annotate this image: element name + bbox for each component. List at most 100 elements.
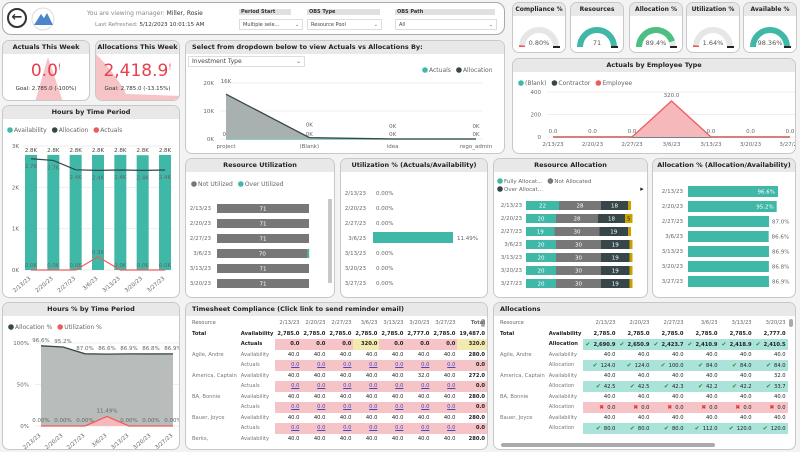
send-reminder-link[interactable]: 0.0: [421, 425, 430, 432]
bar-not-utilized: [217, 219, 309, 228]
cell-value[interactable]: 0.0: [275, 402, 302, 413]
x-tick-label: rego_admin: [460, 144, 493, 150]
cell-value[interactable]: 0.0: [353, 402, 380, 413]
resource-name: Bauer, Joyce: [192, 414, 225, 421]
cell-value: 0.0: [301, 339, 328, 350]
cell-value[interactable]: 0.0: [327, 381, 354, 392]
cell-value[interactable]: 0.0: [405, 402, 432, 413]
bar-allocation-pct: [688, 276, 769, 287]
cell-value: ✔ 42.2: [685, 381, 720, 392]
send-reminder-link[interactable]: 0.0: [317, 404, 326, 411]
send-reminder-link[interactable]: 0.0: [343, 425, 352, 432]
cell-value[interactable]: 0.0: [431, 402, 458, 413]
cell-value: ✔ 2,423.7: [651, 339, 686, 350]
y-tick-label: 2K: [12, 185, 19, 191]
cell-value[interactable]: 0.0: [301, 402, 328, 413]
send-reminder-link[interactable]: 0.0: [343, 383, 352, 390]
cell-value[interactable]: 0.0: [431, 360, 458, 371]
send-reminder-link[interactable]: 0.0: [421, 362, 430, 369]
obs-type-dropdown[interactable]: Resource Pool ⌄: [307, 19, 382, 30]
send-reminder-link[interactable]: 0.0: [291, 404, 300, 411]
send-reminder-link[interactable]: 0.0: [395, 404, 404, 411]
series-area-Allocation: [226, 94, 476, 139]
cell-value[interactable]: 0.0: [379, 402, 406, 413]
send-reminder-link[interactable]: 0.0: [343, 362, 352, 369]
y-category-label: 3/20/23: [662, 264, 684, 270]
data-label: 19: [612, 256, 619, 262]
cell-value[interactable]: 0.0: [275, 423, 302, 434]
bar-segment: [556, 214, 598, 223]
cell-value: 40.0: [637, 351, 650, 358]
send-reminder-link[interactable]: 0.0: [369, 404, 378, 411]
send-reminder-link[interactable]: 0.0: [447, 425, 456, 432]
kpi-gauge-allocation-: Allocation % 89.4%: [629, 2, 683, 53]
panel-title: Allocation % (Allocation/Availability): [653, 159, 795, 172]
send-reminder-link[interactable]: 0.0: [395, 425, 404, 432]
send-reminder-link[interactable]: 0.0: [447, 404, 456, 411]
cell-value: 2,785.0: [695, 330, 718, 337]
scrollbar[interactable]: [481, 319, 485, 327]
column-header: 2/13/23: [595, 320, 616, 327]
send-reminder-link[interactable]: 0.0: [421, 404, 430, 411]
send-reminder-link[interactable]: 0.0: [369, 362, 378, 369]
legend-label: (Blank): [525, 80, 546, 87]
send-reminder-link[interactable]: 0.0: [291, 425, 300, 432]
scrollbar[interactable]: [328, 199, 332, 283]
send-reminder-link[interactable]: 0.0: [369, 383, 378, 390]
send-reminder-link[interactable]: 0.0: [291, 383, 300, 390]
data-label: 0.00%: [76, 418, 93, 424]
send-reminder-link[interactable]: 0.0: [291, 362, 300, 369]
cell-value: ✔ 120.0: [753, 423, 788, 434]
cell-value: 40.0: [313, 414, 326, 421]
obs-path-dropdown[interactable]: All ⌄: [395, 19, 497, 30]
table-row: Allocation ✔ 124.0 ✔ 124.0 ✔ 100.0 ✔ 84.0 ✔ 84.0 ✔ 8…: [498, 360, 788, 371]
cell-value[interactable]: 0.0: [327, 360, 354, 371]
cell-value[interactable]: 0.0: [379, 360, 406, 371]
send-reminder-link[interactable]: 0.0: [447, 383, 456, 390]
cell-value[interactable]: 0.0: [327, 402, 354, 413]
cell-value[interactable]: 0.0: [353, 381, 380, 392]
send-reminder-link[interactable]: 0.0: [421, 383, 430, 390]
send-reminder-link[interactable]: 0.0: [317, 383, 326, 390]
data-label: 19: [612, 269, 619, 275]
cell-value: ✔ 42.5: [583, 381, 618, 392]
send-reminder-link[interactable]: 0.0: [317, 425, 326, 432]
cell-value[interactable]: 0.0: [353, 423, 380, 434]
send-reminder-link[interactable]: 0.0: [447, 362, 456, 369]
cell-value[interactable]: 0.0: [353, 360, 380, 371]
cell-value[interactable]: 0.0: [405, 360, 432, 371]
cell-value[interactable]: 0.0: [275, 360, 302, 371]
send-reminder-link[interactable]: 0.0: [395, 362, 404, 369]
horizontal-scrollbar[interactable]: [501, 443, 715, 447]
cell-value[interactable]: 0.0: [431, 381, 458, 392]
cell-value[interactable]: 0.0: [301, 381, 328, 392]
cell-value: 40.0: [365, 351, 378, 358]
send-reminder-link[interactable]: 0.0: [369, 425, 378, 432]
send-reminder-link[interactable]: 0.0: [343, 404, 352, 411]
back-button[interactable]: ←: [7, 8, 27, 28]
investment-type-dropdown[interactable]: Investment Type ⌄: [188, 56, 305, 67]
cell-value[interactable]: 0.0: [301, 360, 328, 371]
bar-segment: [628, 201, 631, 210]
send-reminder-link[interactable]: 0.0: [317, 362, 326, 369]
cell-value[interactable]: 0.0: [275, 381, 302, 392]
y-category-label: 2/27/23: [501, 229, 523, 235]
allocation-value: 84.0: [774, 362, 786, 369]
cell-value[interactable]: 0.0: [379, 423, 406, 434]
cell-value[interactable]: 0.0: [405, 423, 432, 434]
bar-segment: [629, 253, 633, 262]
data-label: 87.0%: [772, 220, 789, 226]
cross-icon: ✖: [735, 403, 741, 411]
cell-value[interactable]: 0.0: [327, 423, 354, 434]
period-start-dropdown[interactable]: Multiple sele... ⌄: [239, 19, 303, 30]
send-reminder-link[interactable]: 0.0: [395, 383, 404, 390]
cell-value[interactable]: 0.0: [301, 423, 328, 434]
cell-value[interactable]: 0.0: [405, 381, 432, 392]
resource-name: [190, 360, 239, 371]
scrollbar[interactable]: [789, 319, 793, 327]
cell-value[interactable]: 0.0: [431, 423, 458, 434]
data-label: 16K: [221, 79, 232, 85]
bar-segment: [599, 227, 628, 236]
measure-label: Availability: [548, 351, 578, 358]
cell-value[interactable]: 0.0: [379, 381, 406, 392]
